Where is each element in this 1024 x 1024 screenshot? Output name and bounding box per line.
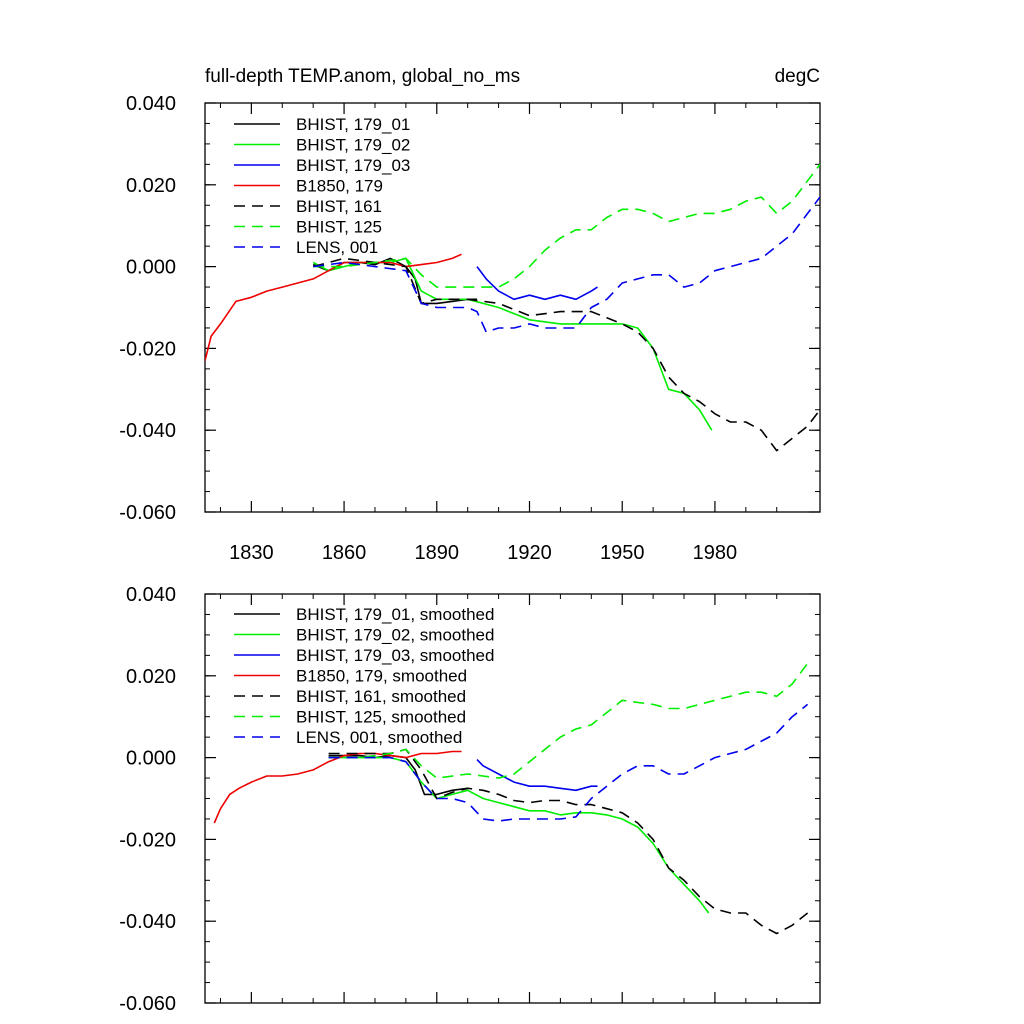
series-line-6 bbox=[328, 663, 809, 779]
x-tick-label: 1830 bbox=[229, 542, 274, 564]
series-line-7 bbox=[328, 703, 809, 822]
series-line-3 bbox=[476, 266, 598, 301]
series-group bbox=[205, 163, 820, 452]
series-line-2 bbox=[312, 257, 713, 431]
x-tick-label: 1890 bbox=[415, 542, 460, 564]
series-line-6 bbox=[313, 163, 820, 288]
y-tick-label: 0.040 bbox=[126, 584, 176, 606]
series-group bbox=[213, 663, 809, 935]
legend-entry: BHIST, 179_02 bbox=[296, 136, 410, 155]
legend-entry: BHIST, 179_03 bbox=[296, 156, 410, 175]
chart-title: full-depth TEMP.anom, global_no_ms bbox=[205, 66, 520, 87]
y-tick-label: 0.040 bbox=[126, 93, 176, 115]
legend-entry: B1850, 179 bbox=[296, 177, 383, 196]
series-line-1 bbox=[328, 754, 468, 796]
legend-entry: BHIST, 125 bbox=[296, 218, 382, 237]
series-line-4 bbox=[213, 750, 462, 824]
series-line-2 bbox=[328, 756, 710, 914]
x-tick-label: 1980 bbox=[693, 542, 738, 564]
y-tick-label: 0.000 bbox=[126, 257, 176, 279]
legend-entry: BHIST, 179_03, smoothed bbox=[296, 646, 494, 665]
legend-entry: BHIST, 161, smoothed bbox=[296, 687, 466, 706]
legend-entry: LENS, 001, smoothed bbox=[296, 728, 462, 747]
y-tick-label: -0.040 bbox=[119, 420, 176, 442]
series-line-4 bbox=[205, 253, 462, 361]
y-tick-label: -0.020 bbox=[119, 829, 176, 851]
legend-entry: B1850, 179, smoothed bbox=[296, 667, 467, 686]
y-tick-label: -0.040 bbox=[119, 911, 176, 933]
y-tick-label: -0.060 bbox=[119, 993, 176, 1015]
top-panel: full-depth TEMP.anom, global_no_ms degC … bbox=[119, 66, 821, 564]
x-tick-label: 1860 bbox=[322, 542, 367, 564]
legend-entry: BHIST, 161 bbox=[296, 197, 382, 216]
series-line-3 bbox=[476, 759, 598, 792]
x-tick-label: 1920 bbox=[507, 542, 552, 564]
legend-entry: BHIST, 179_02, smoothed bbox=[296, 626, 494, 645]
series-line-7 bbox=[313, 196, 820, 333]
legend: BHIST, 179_01, smoothed BHIST, 179_02, sm… bbox=[234, 605, 494, 747]
x-tick-label: 1950 bbox=[600, 542, 645, 564]
y-tick-label: -0.020 bbox=[119, 338, 176, 360]
y-tick-label: 0.020 bbox=[126, 175, 176, 197]
units-label: degC bbox=[775, 66, 820, 87]
bottom-panel: -0.060 -0.040 -0.020 0.000 0.020 0.040 BHIST, … bbox=[119, 584, 821, 1015]
y-tick-label: 0.020 bbox=[126, 666, 176, 688]
y-tick-label: 0.000 bbox=[126, 748, 176, 770]
series-line-5 bbox=[312, 257, 820, 452]
legend-entry: BHIST, 125, smoothed bbox=[296, 708, 466, 727]
legend-entry: LENS, 001 bbox=[296, 238, 378, 257]
series-line-5 bbox=[328, 748, 809, 935]
y-tick-label: -0.060 bbox=[119, 502, 176, 524]
legend-entry: BHIST, 179_01 bbox=[296, 115, 410, 134]
legend-entry: BHIST, 179_01, smoothed bbox=[296, 605, 494, 624]
